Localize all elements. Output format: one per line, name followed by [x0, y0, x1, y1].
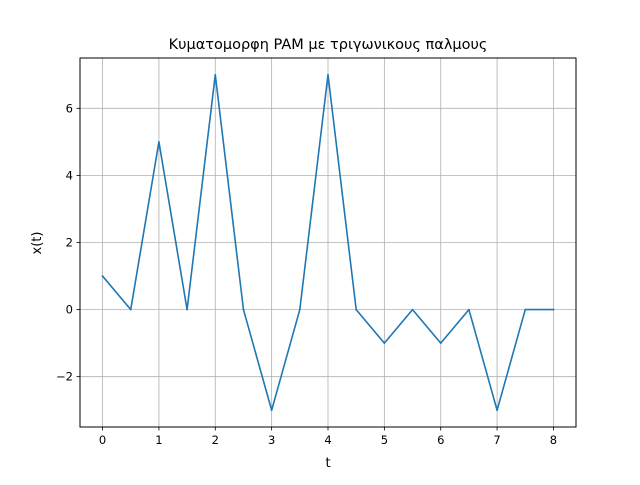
y-tick-label: −2 — [56, 370, 73, 384]
y-tick-label: 4 — [66, 168, 73, 182]
data-point — [299, 308, 301, 311]
x-tick-label: 8 — [550, 433, 557, 447]
data-point — [242, 308, 245, 311]
data-point — [468, 308, 470, 311]
data-point — [327, 73, 329, 76]
y-tick-label: 0 — [66, 303, 73, 317]
x-tick-label: 5 — [381, 433, 388, 447]
data-point — [270, 409, 273, 412]
x-tick-label: 2 — [212, 433, 219, 447]
y-tick-label: 2 — [66, 236, 73, 250]
data-point — [524, 308, 527, 311]
axis-ticks: 0 1 2 3 4 5 6 7 8 −2 0 2 4 6 — [56, 101, 557, 447]
data-point — [129, 308, 132, 311]
x-tick-label: 4 — [324, 433, 331, 447]
grid-lines — [80, 58, 576, 427]
data-point — [158, 141, 160, 143]
data-point — [186, 308, 188, 311]
y-tick-label: 6 — [66, 101, 73, 115]
chart-title: Κυματομορφη PAM με τριγωνικους παλμους — [169, 37, 488, 53]
data-point — [411, 308, 414, 311]
series-layer — [101, 73, 555, 412]
data-point — [496, 409, 498, 412]
x-tick-label: 1 — [155, 433, 162, 447]
x-tick-label: 7 — [493, 433, 500, 447]
data-point — [355, 308, 357, 311]
data-point — [552, 308, 555, 311]
x-axis-label: t — [325, 456, 330, 471]
data-point — [383, 342, 386, 344]
x-tick-label: 3 — [268, 433, 275, 447]
data-point — [439, 342, 442, 344]
x-tick-label: 6 — [437, 433, 444, 447]
data-point — [214, 73, 217, 76]
x-tick-label: 0 — [99, 433, 106, 447]
y-axis-label: x(t) — [30, 232, 45, 255]
data-point — [101, 275, 104, 277]
